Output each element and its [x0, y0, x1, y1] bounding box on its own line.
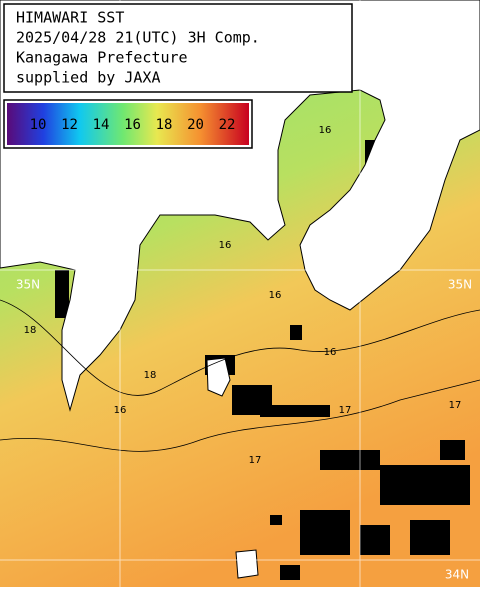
header-box: [3, 3, 353, 93]
island: [206, 357, 231, 397]
colorbar-label: 20: [187, 117, 204, 133]
contour-label: 18: [144, 370, 157, 381]
header-line: supplied by JAXA: [16, 69, 161, 87]
colorbar-label: 16: [124, 117, 141, 133]
header-line: Kanagawa Prefecture: [16, 49, 188, 67]
colorbar-label: 14: [93, 117, 110, 133]
colorbar-label: 22: [219, 117, 236, 133]
contour-label: 16: [319, 125, 332, 136]
contour-label: 17: [339, 405, 352, 416]
contour: [0, 299, 480, 396]
grid-label: 34N: [445, 568, 469, 582]
colorbar: [7, 103, 249, 145]
colorbar-label: 18: [156, 117, 173, 133]
contour-label: 18: [24, 325, 37, 336]
contour: [0, 379, 480, 452]
header-line: HIMAWARI SST: [16, 9, 124, 27]
colorbar-label: 10: [30, 117, 47, 133]
contour-label: 17: [449, 400, 462, 411]
contour-label: 16: [114, 405, 127, 416]
contour-label: 17: [249, 455, 262, 466]
header-line: 2025/04/28 21(UTC) 3H Comp.: [16, 29, 260, 47]
grid-label: 35N: [448, 278, 472, 292]
contour-label: 16: [324, 347, 337, 358]
colorbar-label: 12: [61, 117, 78, 133]
contour-label: 16: [269, 290, 282, 301]
grid-label: 35N: [16, 278, 40, 292]
contour-label: 16: [219, 240, 232, 251]
island: [235, 549, 259, 579]
